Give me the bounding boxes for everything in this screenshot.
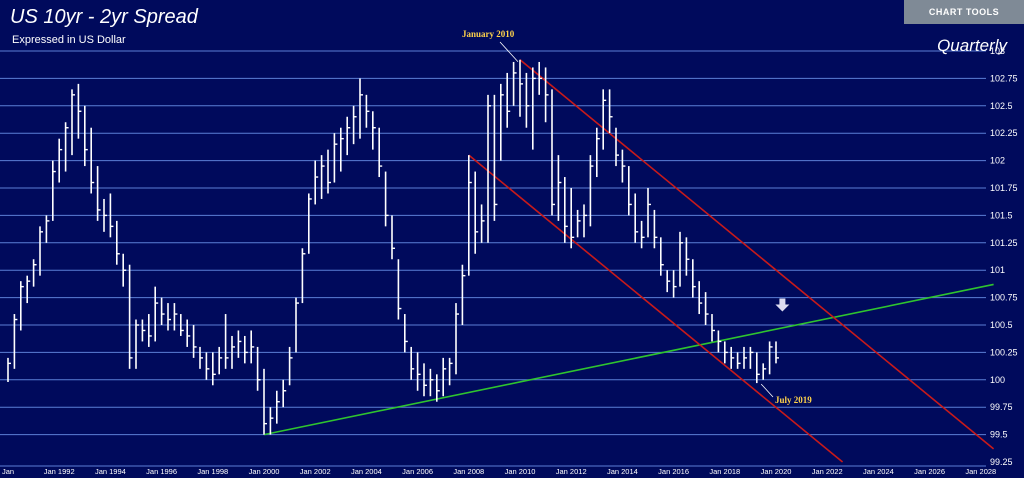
- y-tick-label: 100.5: [990, 320, 1013, 330]
- x-tick-label: Jan 2022: [812, 467, 843, 476]
- x-tick-label: Jan 2008: [453, 467, 484, 476]
- y-tick-label: 101.5: [990, 210, 1013, 220]
- down-arrow-icon: [775, 298, 790, 312]
- x-tick-label: Jan 2020: [761, 467, 792, 476]
- annotations: January 2010 July 2019: [462, 29, 812, 405]
- y-tick-label: 99.25: [990, 457, 1013, 467]
- y-tick-label: 102.75: [990, 73, 1018, 83]
- trendline-support: [263, 283, 994, 436]
- y-tick-label: 102: [990, 156, 1005, 166]
- y-tick-label: 103: [990, 46, 1005, 56]
- price-bars: [7, 59, 779, 435]
- y-tick-label: 100.25: [990, 347, 1018, 357]
- x-tick-label: Jan 2012: [556, 467, 587, 476]
- x-tick-label: Jan 1998: [197, 467, 228, 476]
- y-tick-label: 102.5: [990, 101, 1013, 111]
- y-tick-label: 101.75: [990, 183, 1018, 193]
- annotation-leader: [499, 41, 519, 63]
- chart-tools-button[interactable]: CHART TOOLS: [904, 0, 1024, 24]
- y-tick-label: 100: [990, 375, 1005, 385]
- x-tick-label: Jan 1996: [146, 467, 177, 476]
- x-tick-label: Jan 2026: [914, 467, 945, 476]
- annotation-label: July 2019: [775, 395, 812, 405]
- y-tick-label: 99.75: [990, 402, 1013, 412]
- chart-title: US 10yr - 2yr Spread: [10, 6, 198, 28]
- x-tick-label: Jan 1992: [44, 467, 75, 476]
- y-axis-labels: 99.25 99.5 99.75 100 100.25 100.5 100.75 101 101…: [990, 46, 1018, 467]
- x-tick-label: Jan 2000: [249, 467, 280, 476]
- grid-lines: [0, 50, 986, 467]
- x-tick-label: Jan 2028: [965, 467, 996, 476]
- trendline-channel-lower: [468, 154, 844, 463]
- y-tick-label: 101.25: [990, 238, 1018, 248]
- y-tick-label: 102.25: [990, 128, 1018, 138]
- y-tick-label: 101: [990, 265, 1005, 275]
- y-tick-label: 99.5: [990, 430, 1008, 440]
- x-tick-label: Jan 2016: [658, 467, 689, 476]
- trend-lines: [263, 59, 995, 463]
- period-label: Quarterly: [937, 36, 1007, 55]
- x-tick-label: Jan 2024: [863, 467, 894, 476]
- x-axis-labels: Jan Jan 1992 Jan 1994 Jan 1996 Jan 1998 Jan 2…: [2, 467, 996, 476]
- chart-subtitle: Expressed in US Dollar: [12, 34, 126, 46]
- x-tick-label: Jan 2010: [505, 467, 536, 476]
- trendline-channel-upper: [519, 59, 995, 450]
- y-tick-label: 100.75: [990, 293, 1018, 303]
- x-tick-label: Jan 1994: [95, 467, 126, 476]
- x-tick-label: Jan 2014: [607, 467, 638, 476]
- annotation-leader: [760, 383, 774, 398]
- x-tick-label: Jan 2018: [709, 467, 740, 476]
- x-tick-label: Jan 2006: [402, 467, 433, 476]
- x-tick-label: Jan 2002: [300, 467, 331, 476]
- annotation-label: January 2010: [462, 29, 515, 39]
- x-tick-label: Jan 2004: [351, 467, 382, 476]
- x-tick-label: Jan: [2, 467, 14, 476]
